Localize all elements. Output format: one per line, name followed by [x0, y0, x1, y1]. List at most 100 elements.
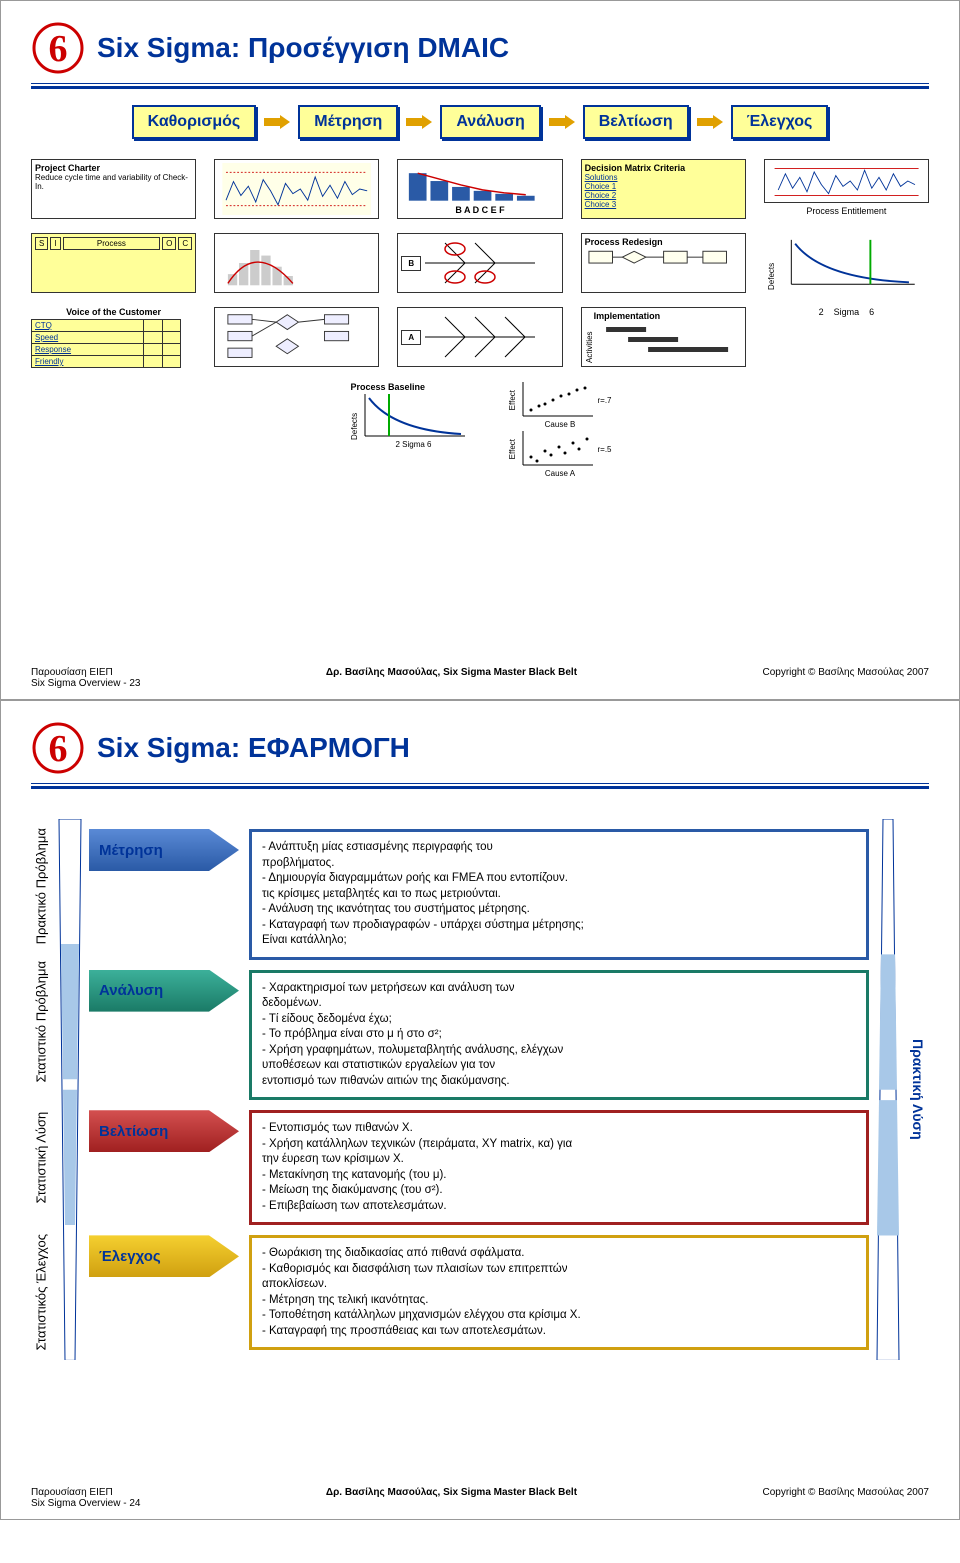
baseline-x: 2 Sigma 6: [350, 440, 476, 449]
slide2-header: 6 Six Sigma: ΕΦΑΡΜΟΓΗ: [31, 721, 929, 775]
cell-project-charter: Project Charter Reduce cycle time and va…: [31, 159, 196, 219]
cell-fishbone-a: A: [397, 307, 562, 367]
six-sigma-logo: 6: [31, 21, 85, 75]
flag-improve: Βελτίωση: [89, 1110, 239, 1152]
cell-voc: Voice of the Customer CTQ Speed Response…: [31, 307, 196, 368]
scatter1-x: Cause B: [508, 420, 611, 429]
voc-label: Voice of the Customer: [31, 307, 196, 317]
slide1-title: Six Sigma: Προσέγγιση DMAIC: [97, 32, 509, 64]
voc-friendly: Friendly: [35, 357, 140, 366]
arrow-icon: [697, 115, 723, 129]
cell-defects-sigma: Defects: [764, 233, 929, 293]
scatter1-r: r=.7: [597, 396, 611, 405]
cell-decision-matrix: Decision Matrix Criteria Solutions Choic…: [581, 159, 746, 219]
scatter2-r: r=.5: [597, 445, 611, 454]
footer-mid: Δρ. Βασίλης Μασούλας, Six Sigma Master B…: [326, 667, 577, 689]
baseline-chart: Process Baseline Defects 2 Sigma 6: [348, 380, 478, 450]
row-control: Έλεγχος - Θωράκιση της διαδικασίας από π…: [89, 1235, 869, 1350]
footer-left2: Six Sigma Overview - 24: [31, 1498, 140, 1509]
charter-text: Reduce cycle time and variability of Che…: [35, 173, 192, 191]
fishbone-b-label: B: [401, 256, 421, 271]
left-funnel: [57, 819, 83, 1360]
sipoc-i: I: [50, 237, 60, 250]
six-sigma-logo: 6: [31, 721, 85, 775]
voc-table: CTQ Speed Response Friendly: [31, 319, 181, 368]
footer-left1: Παρουσίαση ΕΙΕΠ: [31, 1487, 140, 1498]
impl-y-label: Activities: [585, 311, 594, 363]
dmaic-measure: Μέτρηση: [298, 105, 398, 139]
left-label-4: Στατιστικός Έλεγχος: [31, 1225, 51, 1360]
desc-improve: - Εντοπισμός των πιθανών Χ. - Χρήση κατά…: [249, 1110, 869, 1225]
slide2-title: Six Sigma: ΕΦΑΡΜΟΓΗ: [97, 732, 410, 764]
footer-mid: Δρ. Βασίλης Μασούλας, Six Sigma Master B…: [326, 1487, 577, 1509]
divider-thin: [31, 783, 929, 784]
dm-label: Decision Matrix Criteria: [585, 163, 742, 173]
tools-grid: Project Charter Reduce cycle time and va…: [31, 159, 929, 368]
baseline-group: Process Baseline Defects 2 Sigma 6 Effec…: [31, 380, 929, 478]
cell-control-chart: [214, 159, 379, 219]
footer-left2: Six Sigma Overview - 23: [31, 678, 140, 689]
slide1-header: 6 Six Sigma: Προσέγγιση DMAIC: [31, 21, 929, 75]
row-analyze: Ανάλυση - Χαρακτηρισμοί των μετρήσεων κα…: [89, 970, 869, 1101]
footer-right: Copyright © Βασίλης Μασούλας 2007: [762, 1487, 929, 1509]
divider-thin: [31, 83, 929, 84]
divider-thick: [31, 86, 929, 89]
arrow-icon: [406, 115, 432, 129]
scatter-charts: Effect r=.7 Cause B Effect r=.5 Cause A: [508, 380, 611, 478]
slide1-footer: Παρουσίαση ΕΙΕΠ Six Sigma Overview - 23 …: [31, 667, 929, 689]
dmaic-phases-row: Καθορισμός Μέτρηση Ανάλυση Βελτίωση Έλεγ…: [31, 105, 929, 139]
left-label-1: Πρακτικό Πρόβλημα: [31, 819, 51, 954]
dmaic-analyze: Ανάλυση: [440, 105, 540, 139]
cell-spc-entitlement: Process Entitlement: [764, 159, 929, 219]
flag-analyze: Ανάλυση: [89, 970, 239, 1012]
dm-choice2: Choice 2: [585, 191, 742, 200]
pareto-x-labels: B A D C E F: [401, 205, 558, 215]
voc-ctq: CTQ: [35, 321, 140, 330]
dmaic-control: Έλεγχος: [731, 105, 829, 139]
cell-process-redesign: Process Redesign: [581, 233, 746, 293]
sipoc-s: S: [35, 237, 48, 250]
cell-pareto: B A D C E F: [397, 159, 562, 219]
redesign-label: Process Redesign: [585, 237, 742, 247]
slide-1: 6 Six Sigma: Προσέγγιση DMAIC Καθορισμός…: [0, 0, 960, 700]
sipoc-c: C: [178, 237, 192, 250]
dm-solutions: Solutions: [585, 173, 742, 182]
rows-column: Μέτρηση - Ανάπτυξη μίας εστιασμένης περι…: [89, 819, 869, 1360]
dmaic-improve: Βελτίωση: [583, 105, 689, 139]
slide2-footer: Παρουσίαση ΕΙΕΠ Six Sigma Overview - 24 …: [31, 1487, 929, 1509]
left-labels-col: Πρακτικό Πρόβλημα Στατιστικό Πρόβλημα Στ…: [31, 819, 51, 1360]
baseline-label: Process Baseline: [350, 382, 476, 392]
voc-response: Response: [35, 345, 140, 354]
flag-measure: Μέτρηση: [89, 829, 239, 871]
cell-sigma-axis: 2 Sigma 6: [764, 307, 929, 368]
impl-label: Implementation: [594, 311, 742, 321]
svg-text:6: 6: [49, 28, 68, 70]
arrow-icon: [549, 115, 575, 129]
cell-flowchart: [214, 307, 379, 367]
row-improve: Βελτίωση - Εντοπισμός των πιθανών Χ. - Χ…: [89, 1110, 869, 1225]
scatter2-x: Cause A: [508, 469, 611, 478]
divider-thick: [31, 786, 929, 789]
arrow-icon: [264, 115, 290, 129]
fishbone-a-label: A: [401, 330, 421, 345]
left-label-2: Στατιστικό Πρόβλημα: [31, 954, 51, 1089]
svg-text:6: 6: [49, 728, 68, 770]
sipoc-p: Process: [63, 237, 161, 250]
desc-measure: - Ανάπτυξη μίας εστιασμένης περιγραφής τ…: [249, 829, 869, 960]
cell-histogram: [214, 233, 379, 293]
process-entitlement-label: Process Entitlement: [764, 206, 929, 216]
voc-speed: Speed: [35, 333, 140, 342]
left-label-3: Στατιστική Λύση: [31, 1090, 51, 1225]
sipoc-o: O: [162, 237, 176, 250]
footer-left1: Παρουσίαση ΕΙΕΠ: [31, 667, 140, 678]
desc-analyze: - Χαρακτηρισμοί των μετρήσεων και ανάλυσ…: [249, 970, 869, 1101]
dm-choice1: Choice 1: [585, 182, 742, 191]
cell-implementation: Activities Implementation: [581, 307, 746, 367]
right-label: Πρακτική Λύση: [907, 819, 929, 1360]
row-measure: Μέτρηση - Ανάπτυξη μίας εστιασμένης περι…: [89, 829, 869, 960]
baseline-y: Defects: [350, 392, 359, 440]
cell-fishbone-b: B: [397, 233, 562, 293]
dmaic-define: Καθορισμός: [132, 105, 257, 139]
scatter2-y: Effect: [508, 439, 517, 459]
defects-y-label: Defects: [767, 236, 776, 290]
